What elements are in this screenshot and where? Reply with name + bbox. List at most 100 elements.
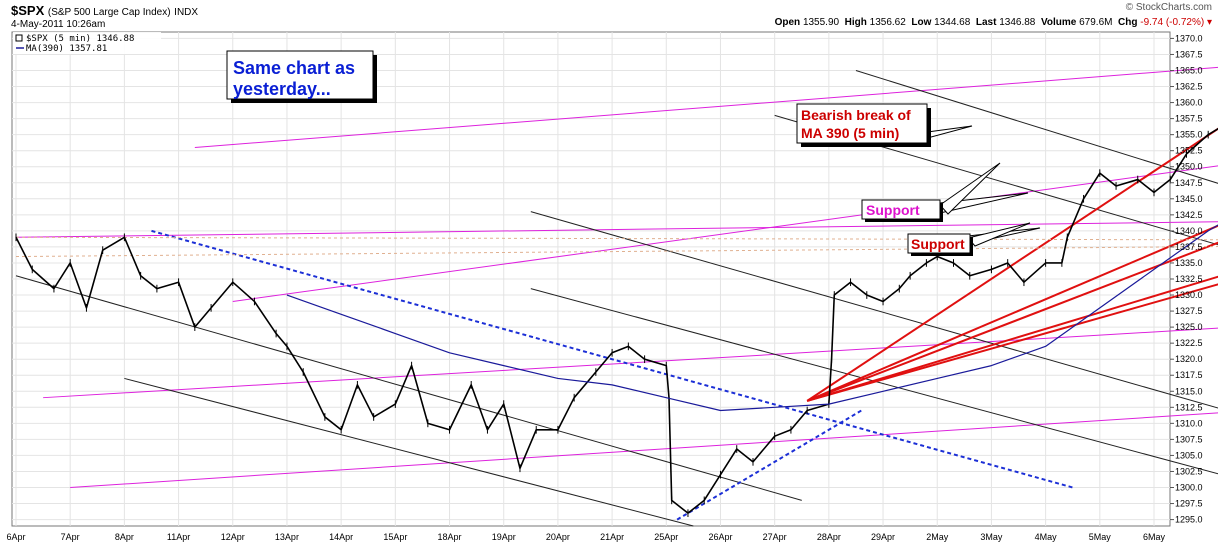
y-tick-label: 1350.0 bbox=[1175, 162, 1203, 172]
last-label: Last bbox=[975, 17, 997, 28]
chart-symbol: $SPX (S&P 500 Large Cap Index) INDX bbox=[11, 3, 198, 18]
legend-box bbox=[13, 32, 161, 54]
note-bg bbox=[226, 50, 374, 100]
open-label: Open bbox=[774, 17, 801, 28]
y-tick-label: 1325.0 bbox=[1175, 322, 1203, 332]
x-tick-label: 29Apr bbox=[871, 532, 895, 542]
support-callout-2: Support bbox=[907, 222, 1041, 256]
bearish-callout: Bearish break of MA 390 (5 min) bbox=[796, 103, 973, 147]
x-tick-label: 27Apr bbox=[763, 532, 787, 542]
support1-label: Support bbox=[866, 202, 920, 218]
symbol-text: $SPX bbox=[11, 3, 45, 18]
high-value: 1356.62 bbox=[869, 17, 906, 28]
support-callout-1: Support bbox=[861, 162, 1029, 222]
red-fan-line bbox=[806, 127, 1218, 402]
x-tick-label: 28Apr bbox=[817, 532, 841, 542]
legend: $SPX (5 min) 1346.88 MA(390) 1357.81 bbox=[13, 32, 161, 54]
open-value: 1355.90 bbox=[802, 17, 840, 28]
x-tick-label: 13Apr bbox=[275, 532, 299, 542]
chg-value: -9.74 (-0.72%) bbox=[1140, 17, 1205, 28]
low-value: 1344.68 bbox=[934, 17, 971, 28]
x-tick-label: 18Apr bbox=[438, 532, 462, 542]
support2-bg bbox=[907, 233, 971, 254]
y-tick-label: 1347.5 bbox=[1175, 178, 1203, 188]
y-tick-label: 1317.5 bbox=[1175, 370, 1203, 380]
x-tick-label: 21Apr bbox=[600, 532, 624, 542]
legend-price: $SPX (5 min) 1346.88 bbox=[26, 34, 134, 44]
x-tick-label: 11Apr bbox=[167, 532, 190, 542]
symbol-exchange: INDX bbox=[174, 7, 199, 18]
note-line-2: yesterday... bbox=[233, 79, 331, 99]
x-tick-label: 2May bbox=[926, 532, 949, 542]
low-label: Low bbox=[911, 17, 932, 28]
y-tick-label: 1300.0 bbox=[1175, 483, 1203, 493]
x-tick-label: 19Apr bbox=[492, 532, 516, 542]
y-tick-label: 1345.0 bbox=[1175, 194, 1203, 204]
y-axis: 1295.0 1297.5 1300.0 1302.5 1305.0 1307.5 1310… bbox=[1170, 33, 1203, 525]
x-tick-label: 15Apr bbox=[383, 532, 407, 542]
x-tick-label: 7Apr bbox=[61, 532, 80, 542]
x-tick-label: 20Apr bbox=[546, 532, 570, 542]
magenta-channel-line bbox=[70, 412, 1218, 489]
x-tick-label: 25Apr bbox=[654, 532, 678, 542]
x-tick-label: 3May bbox=[980, 532, 1003, 542]
x-tick-label: 8Apr bbox=[115, 532, 134, 542]
y-tick-label: 1315.0 bbox=[1175, 386, 1203, 396]
y-tick-label: 1367.5 bbox=[1175, 49, 1203, 59]
high-label: High bbox=[844, 17, 867, 28]
y-tick-label: 1357.5 bbox=[1175, 114, 1203, 124]
y-tick-label: 1335.0 bbox=[1175, 258, 1203, 268]
x-tick-label: 14Apr bbox=[329, 532, 353, 542]
black-channel-line bbox=[855, 70, 1218, 184]
y-tick-label: 1330.0 bbox=[1175, 290, 1203, 300]
y-tick-label: 1360.0 bbox=[1175, 98, 1203, 108]
y-tick-label: 1295.0 bbox=[1175, 515, 1203, 525]
magenta-channel-line bbox=[15, 221, 1218, 238]
y-tick-label: 1327.5 bbox=[1175, 306, 1203, 316]
y-tick-label: 1352.5 bbox=[1175, 146, 1203, 156]
magenta-channel-line bbox=[232, 165, 1218, 302]
black-channel-line bbox=[774, 114, 1218, 246]
x-tick-label: 12Apr bbox=[221, 532, 245, 542]
last-value: 1346.88 bbox=[999, 17, 1036, 28]
y-tick-label: 1340.0 bbox=[1175, 226, 1203, 236]
x-axis: 6Apr 7Apr 8Apr 11Apr 12Apr 13Apr 14Apr 15Apr 18A… bbox=[6, 532, 1165, 542]
red-fan-line bbox=[806, 275, 1218, 402]
y-tick-label: 1307.5 bbox=[1175, 434, 1203, 444]
note-line-1: Same chart as bbox=[233, 58, 355, 78]
volume-value: 679.6M bbox=[1079, 17, 1113, 28]
bearish-bg bbox=[796, 103, 928, 144]
y-tick-label: 1362.5 bbox=[1175, 82, 1203, 92]
note-box: Same chart as yesterday... bbox=[226, 50, 377, 103]
x-tick-label: 6May bbox=[1143, 532, 1166, 542]
y-tick-label: 1302.5 bbox=[1175, 466, 1203, 476]
x-tick-label: 26Apr bbox=[708, 532, 732, 542]
y-tick-label: 1312.5 bbox=[1175, 402, 1203, 412]
channel-lines bbox=[15, 66, 1218, 527]
price-series-line bbox=[15, 127, 1218, 514]
brand-logo: © StockCharts.com bbox=[1125, 2, 1212, 13]
y-tick-label: 1355.0 bbox=[1175, 130, 1203, 140]
grid bbox=[12, 32, 1170, 526]
support2-label: Support bbox=[911, 236, 965, 252]
legend-price-swatch bbox=[15, 34, 23, 42]
red-fan-line bbox=[806, 283, 1218, 402]
chg-label: Chg bbox=[1118, 17, 1138, 28]
down-arrow-icon: ▾ bbox=[1206, 17, 1212, 28]
red-fan-line bbox=[806, 224, 1218, 402]
y-tick-label: 1332.5 bbox=[1175, 274, 1203, 284]
x-tick-label: 4May bbox=[1035, 532, 1058, 542]
y-tick-label: 1320.0 bbox=[1175, 354, 1203, 364]
black-channel-line bbox=[124, 377, 694, 527]
symbol-name: (S&P 500 Large Cap Index) bbox=[47, 7, 171, 18]
y-tick-label: 1322.5 bbox=[1175, 338, 1203, 348]
bearish-line-2: MA 390 (5 min) bbox=[801, 125, 899, 141]
blue-trend-line bbox=[676, 409, 862, 521]
support1-pointer-b bbox=[939, 162, 1001, 215]
black-channel-line bbox=[530, 288, 1218, 475]
x-tick-label: 6Apr bbox=[6, 532, 25, 542]
blue-trend-line bbox=[151, 229, 1073, 489]
magenta-channel-line bbox=[194, 66, 1218, 148]
y-tick-label: 1370.0 bbox=[1175, 33, 1203, 43]
bearish-line-1: Bearish break of bbox=[801, 107, 911, 123]
